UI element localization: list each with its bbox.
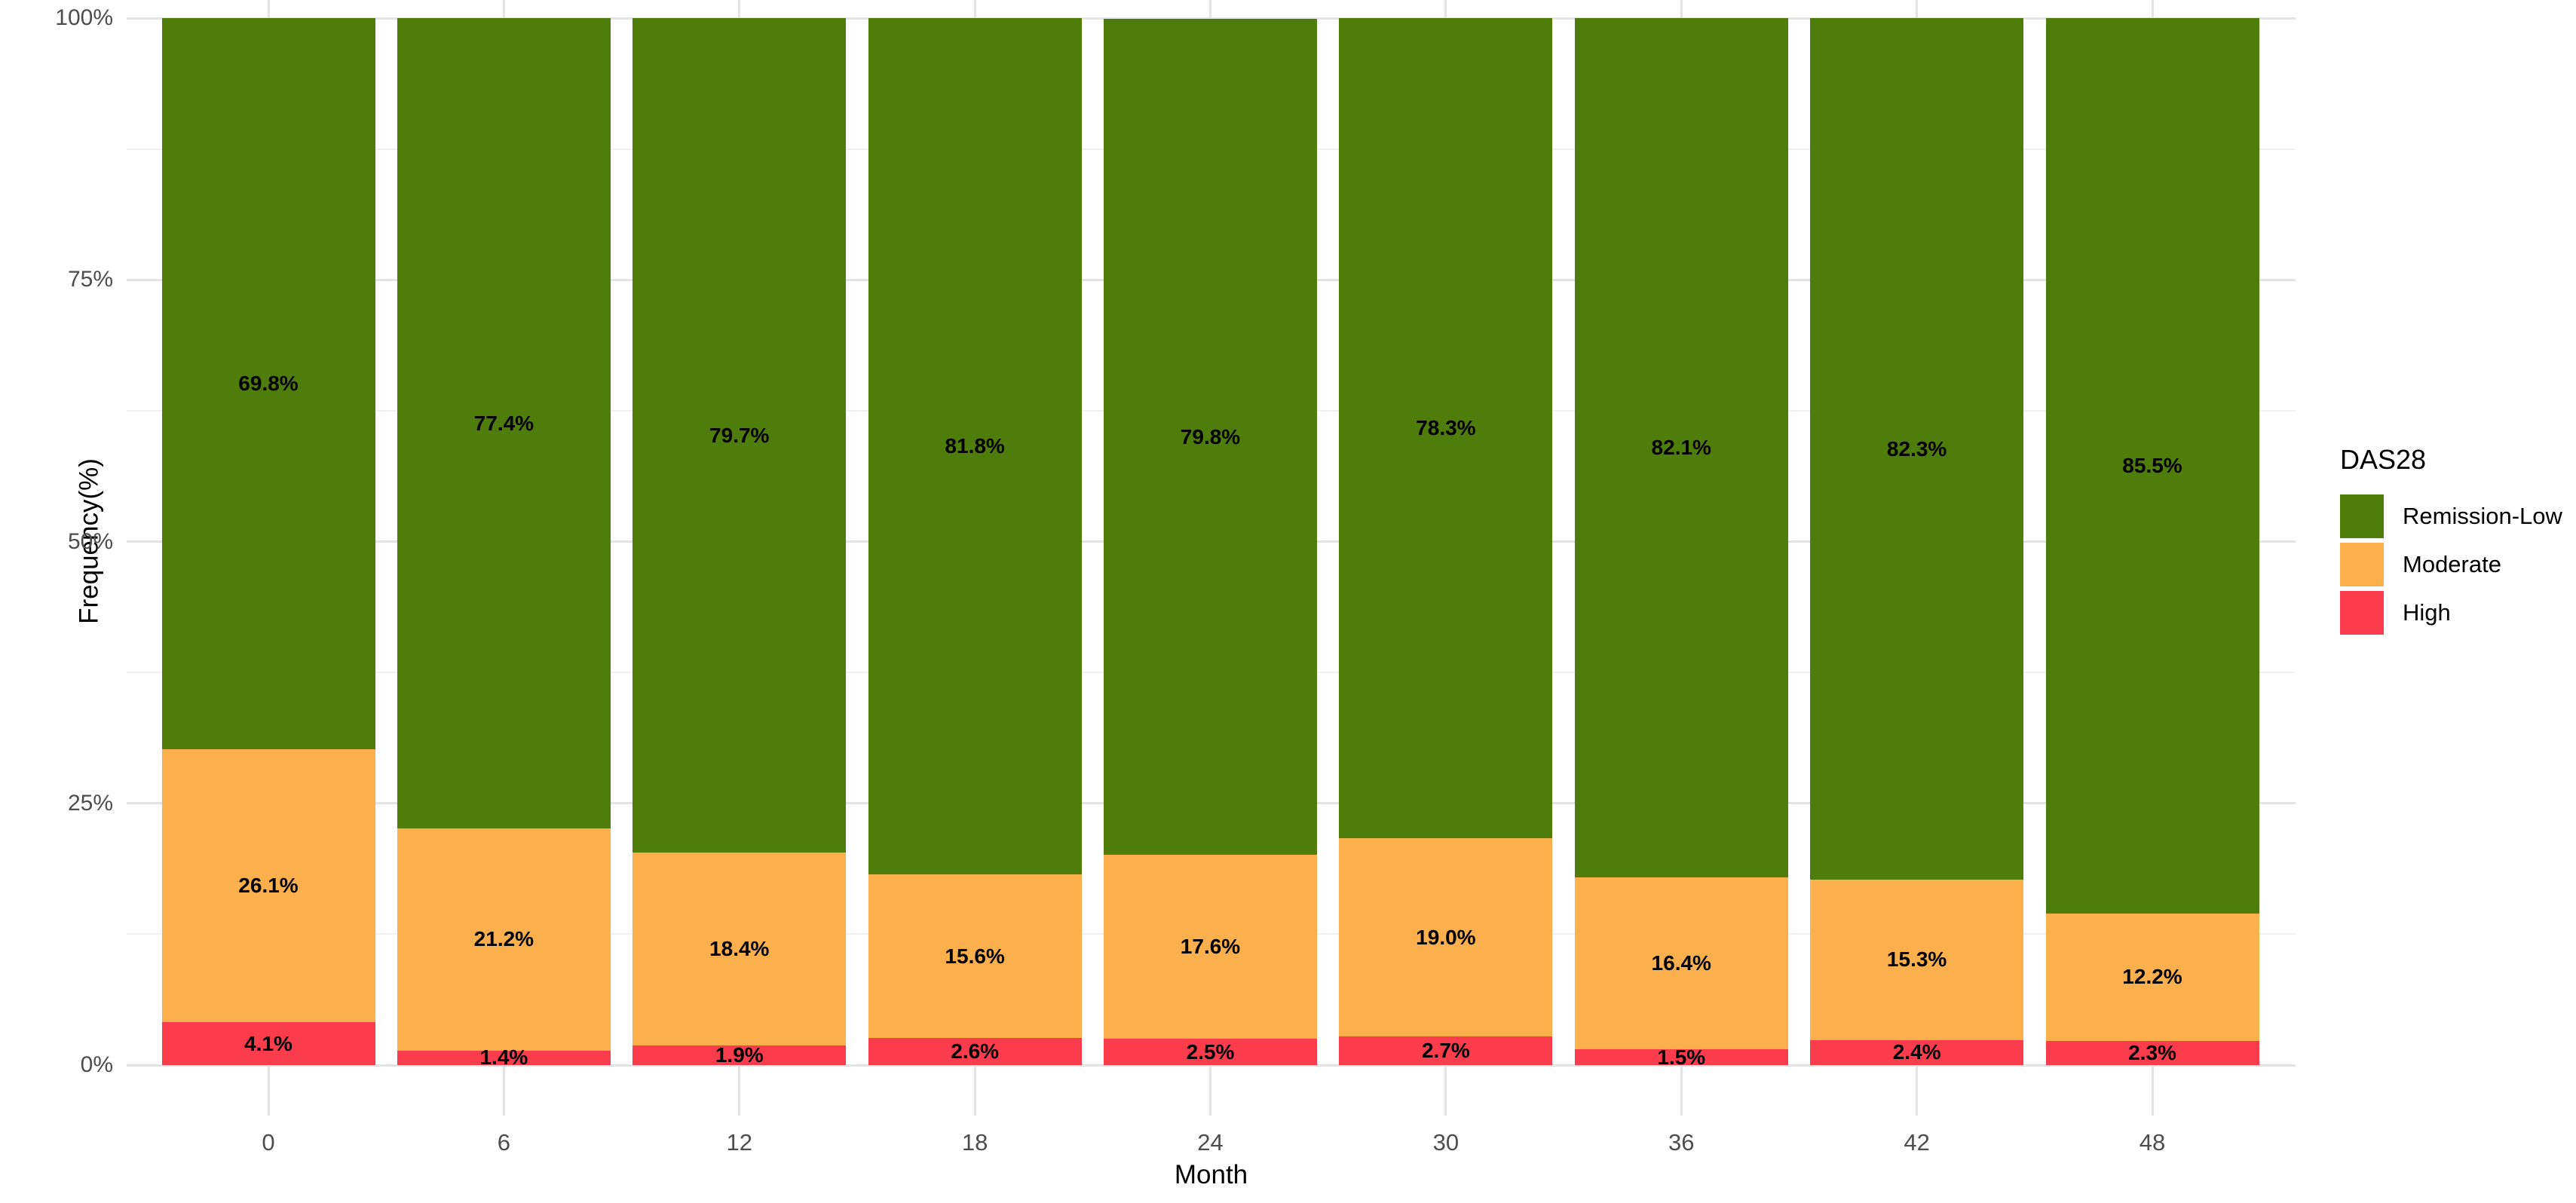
y-tick-label-25%: 25% — [67, 790, 113, 816]
bar-value-label-moderate-month-42: 15.3% — [1886, 947, 1947, 972]
x-tick-label-0: 0 — [262, 1129, 275, 1156]
bar-segment-moderate-month-48 — [2045, 913, 2259, 1042]
bar-segment-high-month-42 — [1810, 1039, 2024, 1065]
legend-item-high: High — [2340, 591, 2562, 635]
bar-value-label-moderate-month-18: 15.6% — [945, 944, 1005, 968]
bar-segment-high-month-12 — [633, 1045, 847, 1065]
x-tick-label-42: 42 — [1904, 1129, 1930, 1156]
bar-value-label-remission-low-month-6: 77.4% — [473, 411, 534, 435]
bar-value-label-moderate-month-12: 18.4% — [709, 936, 770, 960]
bar-value-label-moderate-month-30: 19.0% — [1416, 925, 1476, 949]
x-tick-label-36: 36 — [1668, 1129, 1695, 1156]
bar-value-label-high-month-48: 2.3% — [2128, 1041, 2176, 1065]
bar-value-label-remission-low-month-36: 82.1% — [1651, 436, 1711, 460]
x-tick-label-12: 12 — [726, 1129, 752, 1156]
legend-swatch-high — [2340, 591, 2384, 635]
bar-value-label-remission-low-month-42: 82.3% — [1886, 436, 1947, 461]
bar-segment-high-month-6 — [397, 1050, 611, 1065]
y-tick-label-100%: 100% — [55, 5, 113, 30]
bar-segment-remission-low-month-12 — [633, 18, 847, 853]
legend-swatch-remission-low — [2340, 494, 2384, 538]
legend-item-remission-low: Remission-Low — [2340, 494, 2562, 538]
bar-segment-high-month-18 — [868, 1037, 1082, 1065]
x-tick-label-30: 30 — [1432, 1129, 1460, 1156]
plot-panel: 4.1% 26.1% 69.8% 1.4% 21.2% 77.4% 1.9% 18.4% 79.… — [127, 0, 2296, 1116]
bar-value-label-remission-low-month-12: 79.7% — [709, 423, 770, 447]
y-tick-label-50%: 50% — [67, 528, 113, 554]
y-tick-label-75%: 75% — [67, 267, 113, 292]
bar-value-label-remission-low-month-0: 69.8% — [238, 371, 299, 395]
bar-segment-remission-low-month-30 — [1339, 18, 1553, 838]
bar-value-label-high-month-6: 1.4% — [479, 1045, 528, 1070]
bar-segment-remission-low-month-42 — [1810, 18, 2024, 880]
x-tick-label-6: 6 — [497, 1129, 510, 1156]
bar-value-label-moderate-month-24: 17.6% — [1180, 935, 1241, 959]
legend-items: Remission-Low Moderate High — [2340, 494, 2562, 635]
bar-segment-high-month-48 — [2045, 1041, 2259, 1065]
bar-segment-high-month-24 — [1104, 1039, 1317, 1065]
bar-segment-remission-low-month-24 — [1104, 19, 1317, 855]
x-tick-label-18: 18 — [961, 1129, 988, 1156]
bar-segment-moderate-month-12 — [633, 853, 847, 1045]
bar-value-label-high-month-30: 2.7% — [1421, 1039, 1470, 1063]
bar-value-label-high-month-36: 1.5% — [1657, 1045, 1706, 1069]
bar-value-label-high-month-42: 2.4% — [1892, 1040, 1941, 1064]
bar-segment-moderate-month-36 — [1574, 877, 1788, 1050]
bar-segment-high-month-36 — [1574, 1049, 1788, 1065]
bar-segment-moderate-month-30 — [1339, 837, 1553, 1037]
legend-label-moderate: Moderate — [2403, 551, 2501, 577]
legend-label-remission-low: Remission-Low — [2403, 503, 2562, 529]
bar-value-label-moderate-month-6: 21.2% — [473, 927, 534, 951]
legend-title: DAS28 — [2340, 444, 2427, 475]
bar-value-label-high-month-24: 2.5% — [1186, 1039, 1235, 1064]
bar-segment-moderate-month-0 — [161, 748, 375, 1023]
bar-value-label-remission-low-month-30: 78.3% — [1416, 415, 1476, 439]
legend-item-moderate: Moderate — [2340, 543, 2562, 586]
x-tick-label-24: 24 — [1197, 1129, 1224, 1156]
legend-swatch-moderate — [2340, 543, 2384, 586]
bar-segment-moderate-month-42 — [1810, 880, 2024, 1040]
y-tick-label-0%: 0% — [80, 1052, 113, 1077]
bar-segment-remission-low-month-18 — [868, 18, 1082, 875]
bar-segment-remission-low-month-6 — [397, 18, 611, 829]
bar-value-label-high-month-0: 4.1% — [244, 1031, 293, 1055]
bar-segment-high-month-30 — [1339, 1036, 1553, 1065]
legend-label-high: High — [2403, 599, 2451, 626]
bar-value-label-remission-low-month-18: 81.8% — [945, 434, 1005, 458]
bar-value-label-moderate-month-0: 26.1% — [238, 873, 299, 897]
bar-segment-high-month-0 — [161, 1022, 375, 1065]
bar-segment-moderate-month-18 — [868, 874, 1082, 1038]
bar-value-label-remission-low-month-48: 85.5% — [2122, 453, 2182, 477]
bar-value-label-remission-low-month-24: 79.8% — [1180, 424, 1241, 448]
bar-segment-remission-low-month-0 — [161, 18, 375, 749]
x-tick-label-48: 48 — [2139, 1129, 2166, 1156]
bar-value-label-moderate-month-48: 12.2% — [2122, 965, 2182, 989]
legend: DAS28 Remission-Low Moderate High — [2340, 446, 2562, 639]
bar-segment-remission-low-month-48 — [2045, 18, 2259, 914]
x-axis-title: Month — [1174, 1160, 1248, 1189]
bar-segment-moderate-month-6 — [397, 828, 611, 1051]
bar-value-label-moderate-month-36: 16.4% — [1651, 951, 1711, 975]
bar-segment-moderate-month-24 — [1104, 854, 1317, 1039]
bar-value-label-high-month-18: 2.6% — [951, 1039, 1000, 1063]
bar-value-label-high-month-12: 1.9% — [715, 1042, 764, 1067]
bar-segment-remission-low-month-36 — [1574, 18, 1788, 878]
